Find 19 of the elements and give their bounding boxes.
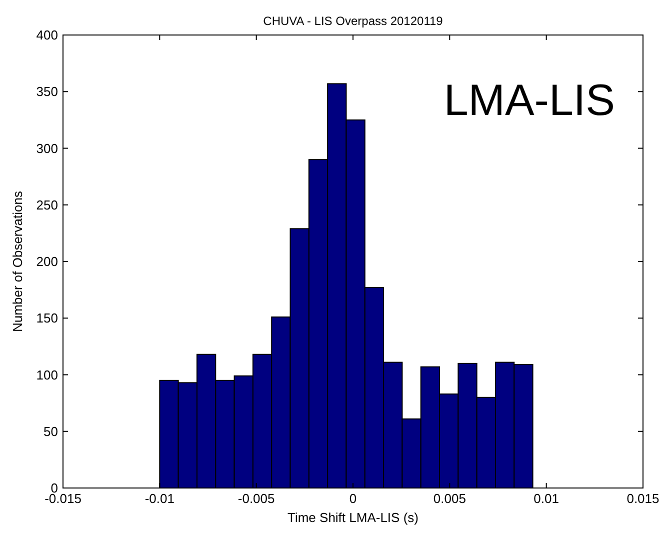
x-tick-label: 0.005 [433, 491, 466, 506]
y-tick-label: 0 [50, 480, 58, 496]
y-tick-label: 400 [36, 28, 58, 42]
y-tick-label: 100 [36, 367, 58, 382]
y-tick-label: 50 [44, 424, 58, 439]
y-tick-label: 300 [36, 140, 58, 156]
y-tick-label: 250 [36, 197, 58, 212]
annotation: LMA-LIS [444, 76, 615, 125]
y-tick-label: 200 [36, 254, 58, 269]
x-axis-title: Time Shift LMA-LIS (s) [288, 510, 418, 525]
x-tick-label: -0.005 [238, 491, 275, 506]
y-tick-label: 150 [36, 310, 58, 326]
x-tick-label: 0.015 [626, 491, 660, 506]
y-axis-title: Number of Observations [10, 190, 25, 332]
x-tick-label: -0.01 [144, 491, 174, 506]
y-tick-label: 350 [36, 84, 58, 100]
x-tick-label: 0 [349, 491, 357, 506]
chart-title: CHUVA - LIS Overpass 20120119 [263, 14, 444, 28]
x-tick-label: 0.01 [534, 491, 559, 506]
